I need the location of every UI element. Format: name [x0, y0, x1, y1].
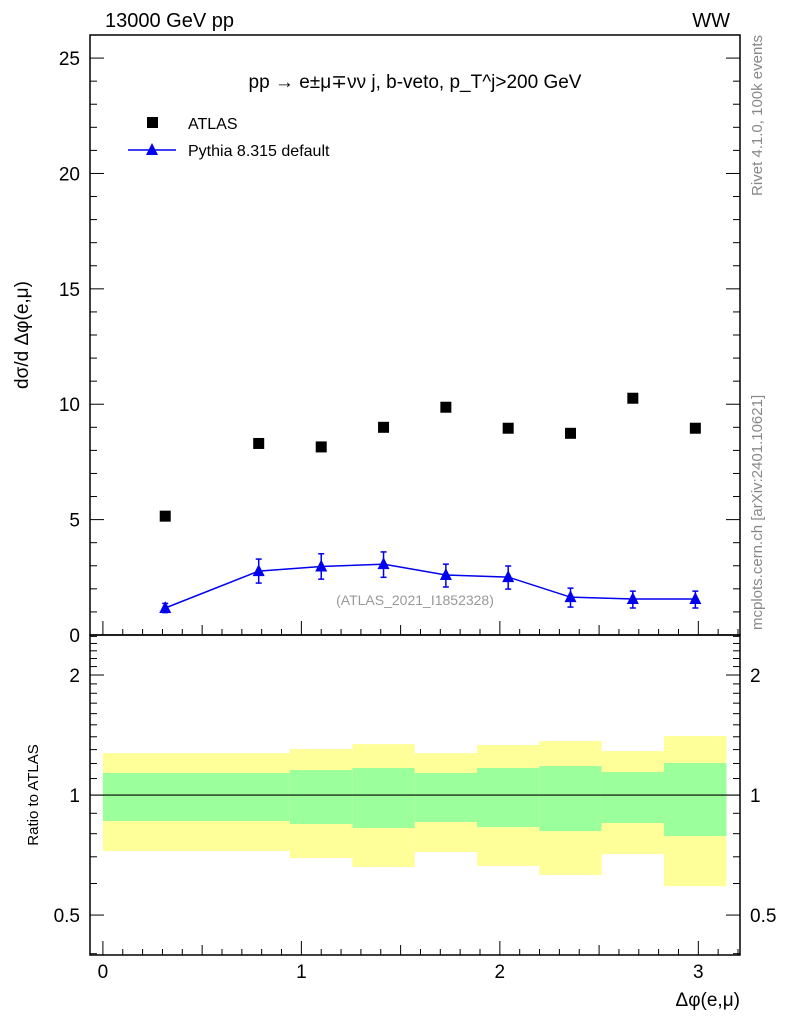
- x-axis-label: Δφ(e,μ): [676, 990, 740, 1011]
- pythia-data-point: [159, 601, 172, 613]
- ratio-band-inner: [102, 772, 228, 821]
- pythia-data-point: [689, 592, 702, 604]
- atlas-data-point: [502, 422, 514, 434]
- analysis-label: (ATLAS_2021_I1852328): [336, 592, 494, 608]
- y-tick-label: 0: [69, 626, 80, 647]
- x-tick-label: 0: [98, 962, 109, 983]
- rivet-label: Rivet 4.1.0, 100k events: [749, 35, 766, 196]
- legend-pythia-marker: [146, 143, 158, 155]
- plot-title: pp → e±μ∓νν j, b-veto, p_T^j>200 GeV: [249, 72, 582, 93]
- atlas-data-point: [159, 510, 171, 522]
- marks: [159, 392, 702, 614]
- atlas-data-point: [253, 437, 265, 449]
- axes: 0 1 2 3 0 5 10 15 20 25 0.5 0.5 1 1 2 2: [54, 34, 776, 983]
- pythia-data-point: [626, 592, 639, 604]
- ratio-y-tick-label: 2: [69, 666, 80, 687]
- legend-pythia-label: Pythia 8.315 default: [188, 143, 330, 160]
- atlas-data-point: [627, 392, 639, 404]
- y-tick-label: 20: [59, 164, 80, 185]
- ratio-frame: [89, 634, 741, 956]
- ratio-bands: [90, 736, 740, 887]
- x-tick-label: 1: [296, 962, 307, 983]
- y-tick-label: 5: [69, 511, 80, 532]
- ratio-y-axis-label: Ratio to ATLAS: [25, 744, 42, 845]
- legend-atlas-label: ATLAS: [188, 116, 238, 133]
- ratio-y-tick-label-right: 1: [750, 786, 761, 807]
- y-axis-label: dσ/d Δφ(e,μ): [12, 281, 33, 389]
- ratio-y-tick-label-right: 0.5: [750, 906, 776, 927]
- ratio-y-tick-label: 0.5: [54, 906, 80, 927]
- ratio-band-inner: [477, 768, 540, 828]
- pythia-data-point: [564, 590, 577, 603]
- ratio-band-inner: [227, 772, 290, 821]
- ratio-band-inner: [539, 766, 602, 832]
- ratio-y-tick-label-right: 2: [750, 666, 761, 687]
- pythia-data-point: [502, 570, 515, 583]
- header-left: 13000 GeV pp: [105, 10, 234, 32]
- x-tick-label: 3: [693, 962, 704, 983]
- mcplots-label: mcplots.cern.ch [arXiv:2401.10621]: [749, 395, 766, 630]
- pythia-data-point: [315, 559, 328, 572]
- legend-atlas-marker: [147, 117, 158, 128]
- pythia-data-point: [439, 568, 452, 580]
- y-tick-label: 25: [59, 49, 80, 70]
- pythia-data-point: [252, 564, 265, 577]
- ratio-band-inner: [289, 770, 353, 824]
- pythia-data-point: [377, 557, 390, 570]
- y-tick-label: 15: [59, 280, 80, 301]
- ratio-band-inner: [601, 772, 664, 823]
- y-tick-label: 10: [59, 395, 80, 416]
- header-right: WW: [692, 10, 730, 32]
- atlas-data-point: [378, 421, 390, 433]
- x-tick-label: 2: [495, 962, 506, 983]
- ratio-band-inner: [352, 768, 415, 828]
- atlas-data-point: [565, 427, 577, 439]
- ratio-y-tick-label: 1: [69, 786, 80, 807]
- atlas-data-point: [315, 441, 327, 453]
- ratio-band-inner: [414, 772, 478, 822]
- atlas-data-point: [440, 401, 452, 413]
- ratio-band-inner: [663, 763, 727, 837]
- atlas-data-point: [689, 422, 701, 434]
